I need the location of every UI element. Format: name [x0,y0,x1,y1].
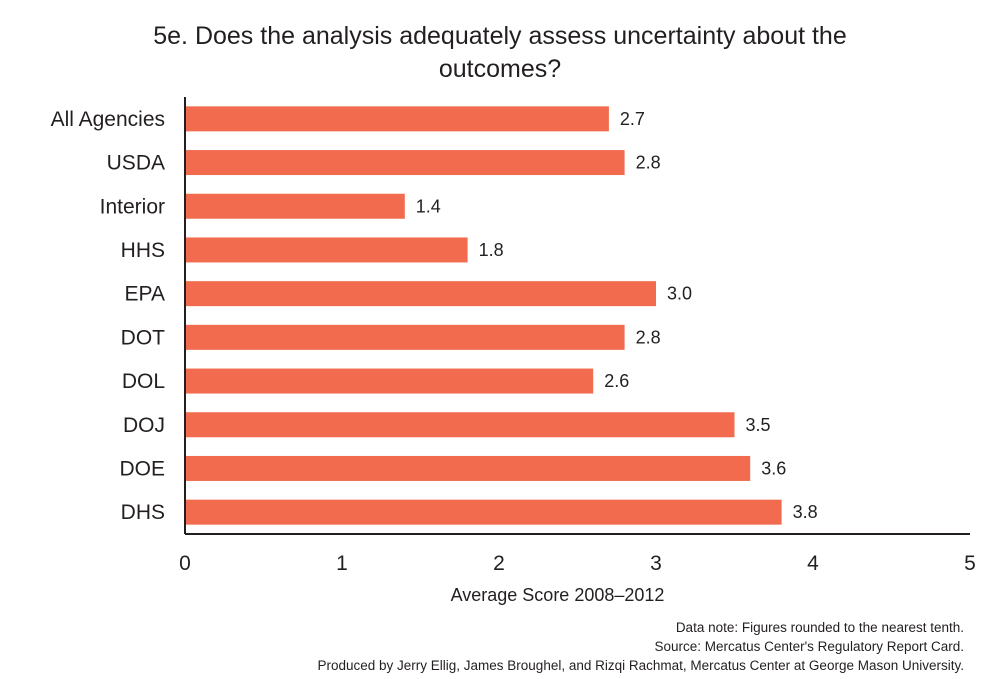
value-label: 1.4 [416,196,441,216]
bar-interior [185,193,405,219]
x-tick-label: 5 [964,552,976,575]
bar-dot [185,324,625,350]
category-label: DOL [122,370,165,393]
bar-doe [185,455,751,481]
value-label: 2.8 [636,327,661,347]
bar-epa [185,281,656,307]
category-label: DHS [121,501,165,524]
chart-notes: Data note: Figures rounded to the neares… [317,618,964,675]
produced-by-note: Produced by Jerry Ellig, James Broughel,… [317,658,964,673]
bar-hhs [185,237,468,263]
chart-title: 5e. Does the analysis adequately assess … [0,20,1000,86]
x-axis-label: Average Score 2008–2012 [451,585,665,605]
bar-all-agencies [185,106,609,132]
x-tick-label: 4 [807,552,819,575]
x-tick-label: 0 [179,552,191,575]
category-label: USDA [107,152,165,175]
chart-title-line-1: 5e. Does the analysis adequately assess … [153,22,847,50]
source-note: Source: Mercatus Center's Regulatory Rep… [654,639,964,654]
x-tick-label: 2 [493,552,505,575]
x-tick-label: 1 [336,552,348,575]
category-label: EPA [125,283,165,306]
bar-doj [185,412,735,438]
chart-title-line-2: outcomes? [438,55,562,83]
category-label: HHS [121,239,165,262]
category-label: All Agencies [51,108,165,131]
value-label: 1.8 [479,240,504,260]
bar-usda [185,150,625,176]
value-label: 3.5 [746,415,771,435]
value-label: 2.6 [604,371,629,391]
value-label: 3.8 [793,502,818,522]
value-label: 3.6 [761,458,786,478]
value-label: 2.8 [636,153,661,173]
bar-dol [185,368,594,394]
bar-dhs [185,499,782,525]
category-label: DOE [119,457,165,480]
x-tick-label: 3 [650,552,662,575]
value-label: 3.0 [667,284,692,304]
category-label: Interior [100,195,165,218]
data-note: Data note: Figures rounded to the neares… [675,620,964,635]
category-label: DOJ [123,414,165,437]
category-label: DOT [121,326,166,349]
value-label: 2.7 [620,109,645,129]
